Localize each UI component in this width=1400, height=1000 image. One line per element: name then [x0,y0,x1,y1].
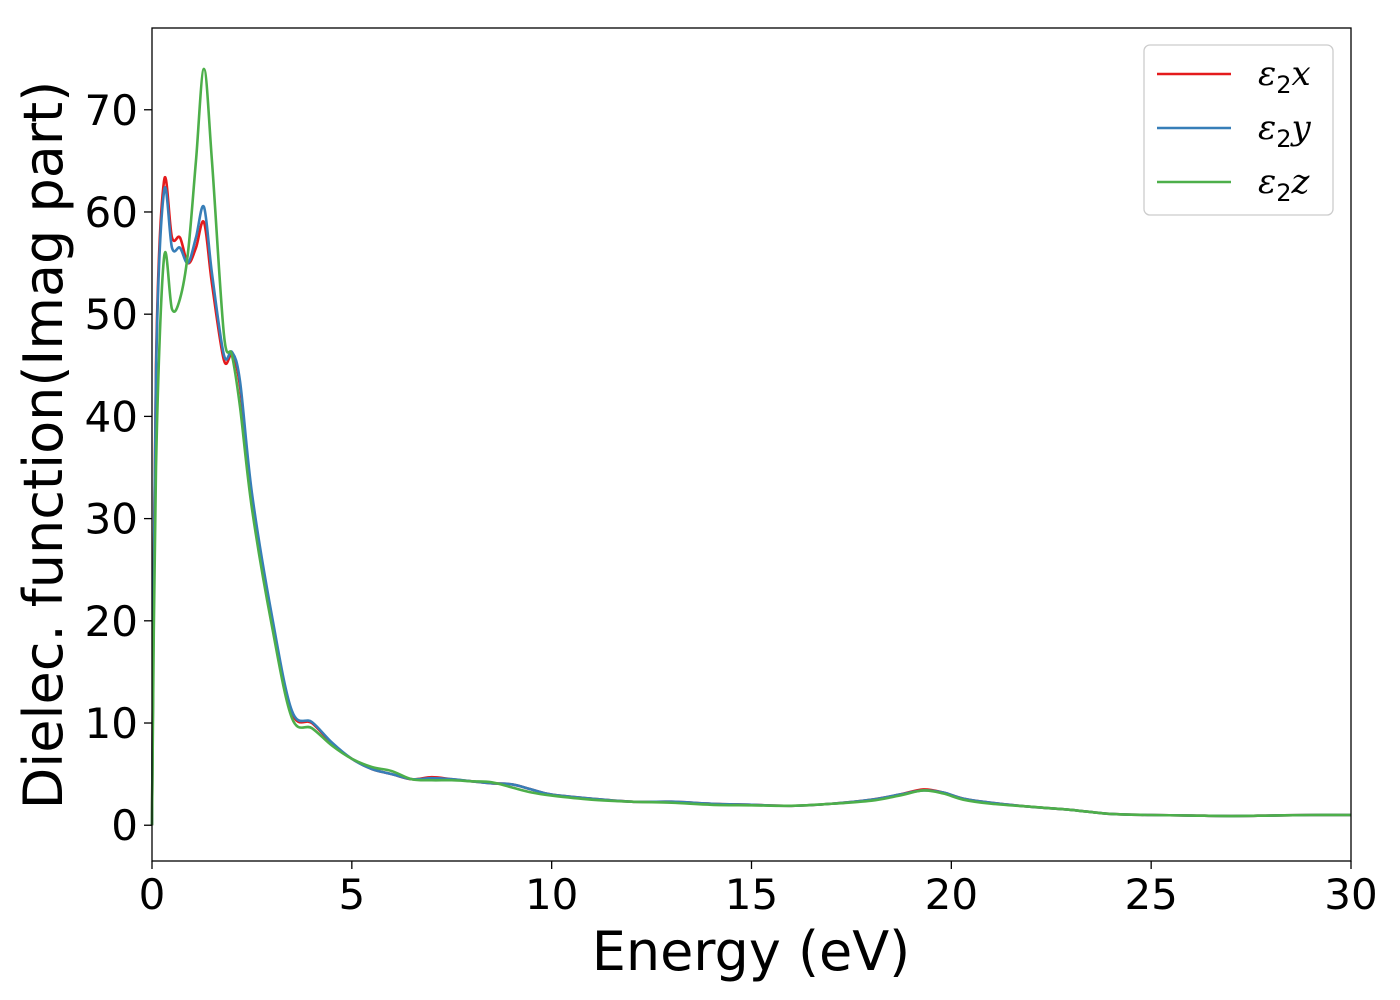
legend-box [1143,44,1334,216]
series-line-x [150,176,1352,826]
series-layer [150,67,1352,826]
y-tick-label: 20 [85,597,138,646]
legend: ε2x ε2y ε2z [1143,44,1334,216]
y-tick-label: 70 [85,86,138,135]
series-line-y [150,186,1352,826]
y-tick-label: 60 [85,188,138,237]
x-axis-ticks: 0 5 10 15 20 25 30 [139,861,1378,919]
legend-label-x: ε2x [1258,54,1311,99]
x-tick-label: 15 [725,870,778,919]
x-tick-label: 0 [139,870,166,919]
x-tick-label: 30 [1324,870,1377,919]
y-tick-label: 0 [111,801,138,850]
x-tick-label: 5 [338,870,365,919]
x-tick-label: 10 [525,870,578,919]
y-tick-label: 40 [85,392,138,441]
y-axis-label: Dielec. function(Imag part) [12,81,75,810]
series-line-z [150,67,1352,826]
x-tick-label: 20 [925,870,978,919]
y-tick-label: 30 [85,495,138,544]
legend-label-z: ε2z [1258,162,1311,207]
y-tick-label: 10 [85,699,138,748]
x-tick-label: 25 [1124,870,1177,919]
x-axis-label: Energy (eV) [592,920,911,983]
y-axis-ticks: 0 10 20 30 40 50 60 70 [85,86,152,850]
y-tick-label: 50 [85,290,138,339]
legend-label-y: ε2y [1258,108,1312,153]
